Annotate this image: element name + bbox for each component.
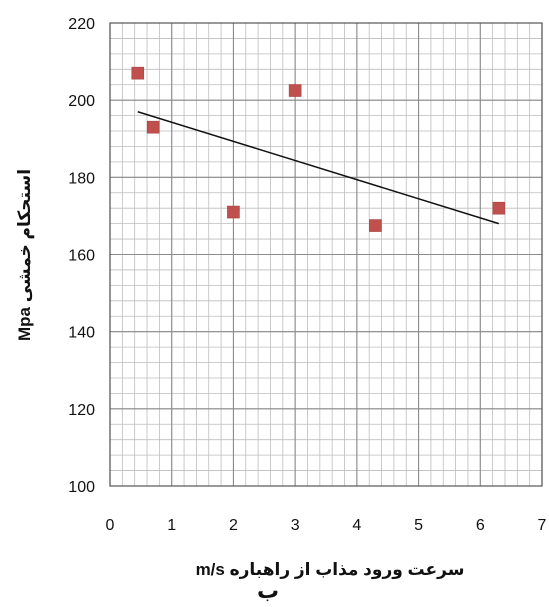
y-tick-label: 200 xyxy=(68,93,95,110)
y-axis-tick-labels: 100 120 140 160 180 200 220 xyxy=(68,16,95,496)
x-tick-label: 1 xyxy=(167,517,176,534)
y-tick-label: 140 xyxy=(68,325,95,342)
plot-frame xyxy=(109,22,543,487)
y-tick-label: 160 xyxy=(68,248,95,265)
data-point-square xyxy=(227,205,240,219)
y-tick-label: 100 xyxy=(68,479,95,496)
data-point-square xyxy=(288,84,302,97)
x-tick-label: 5 xyxy=(414,517,423,534)
x-tick-label: 7 xyxy=(538,517,547,534)
data-point-square xyxy=(146,120,160,134)
data-point-square xyxy=(369,219,382,232)
trendline xyxy=(137,111,500,225)
major-gridlines xyxy=(109,22,543,487)
data-point-square xyxy=(492,201,506,215)
y-tick-label: 180 xyxy=(68,170,95,187)
x-tick-label: 3 xyxy=(291,517,300,534)
x-axis-label: سرعت ورود مذاب از راهباره m/s xyxy=(196,560,465,580)
y-tick-label: 220 xyxy=(68,16,95,33)
y-tick-label: 120 xyxy=(68,402,95,419)
y-axis-label: استحکام خمشی Mpa xyxy=(15,169,34,341)
panel-label: ب xyxy=(257,578,279,602)
x-tick-label: 4 xyxy=(352,517,361,534)
plot-border xyxy=(109,22,543,487)
data-point-square xyxy=(131,66,145,80)
x-axis-tick-labels: 0 1 2 3 4 5 6 7 xyxy=(106,517,547,534)
data-points xyxy=(131,66,506,232)
trendline-group xyxy=(137,111,500,225)
x-tick-label: 2 xyxy=(229,517,238,534)
x-tick-label: 6 xyxy=(476,517,485,534)
x-tick-label: 0 xyxy=(106,517,115,534)
